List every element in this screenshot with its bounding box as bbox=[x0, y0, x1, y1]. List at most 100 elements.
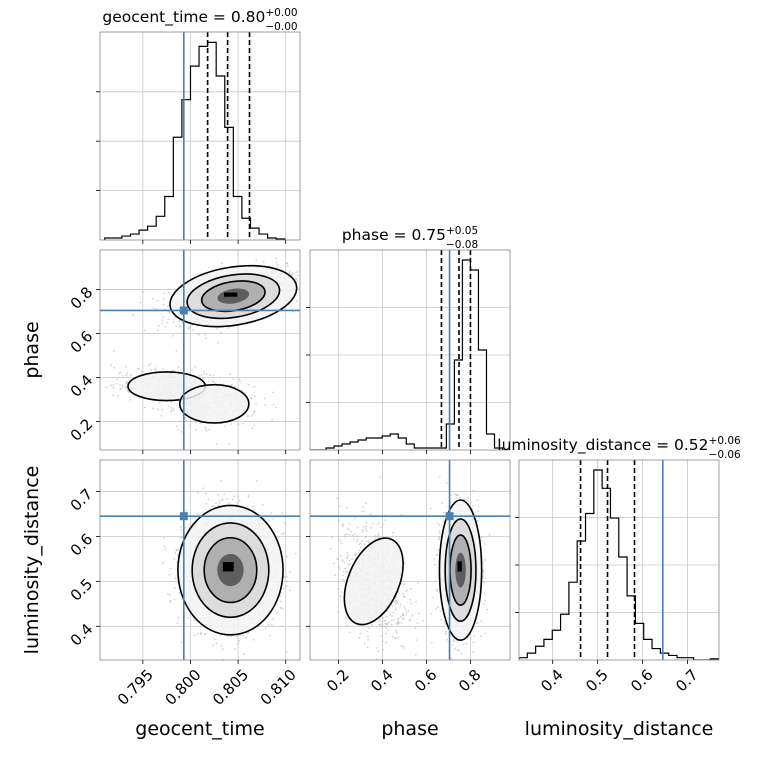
sample-point bbox=[112, 350, 115, 352]
sample-point bbox=[169, 594, 171, 596]
sample-point bbox=[245, 636, 247, 639]
sample-point bbox=[177, 428, 180, 431]
sample-point bbox=[288, 270, 291, 273]
sample-point bbox=[253, 509, 256, 512]
sample-point bbox=[205, 492, 207, 495]
sample-point bbox=[178, 592, 181, 594]
title-main: luminosity_distance = 0.52 bbox=[497, 436, 708, 455]
sample-point bbox=[305, 302, 307, 304]
sample-point bbox=[199, 422, 202, 425]
scatter-group bbox=[162, 480, 300, 662]
sample-point bbox=[274, 257, 277, 259]
sample-point bbox=[180, 536, 182, 539]
sample-point bbox=[256, 480, 258, 482]
sample-point bbox=[262, 261, 265, 263]
contour-line bbox=[186, 273, 281, 320]
sample-point bbox=[164, 325, 167, 328]
sample-point bbox=[217, 341, 219, 344]
sample-point bbox=[110, 384, 113, 387]
sample-point bbox=[208, 428, 211, 431]
sample-point bbox=[126, 390, 129, 392]
sample-point bbox=[112, 384, 115, 387]
sample-point bbox=[198, 333, 201, 336]
sample-point bbox=[198, 374, 200, 377]
sample-point bbox=[216, 327, 218, 330]
sample-point bbox=[283, 522, 286, 525]
sample-point bbox=[116, 378, 119, 381]
sample-point bbox=[225, 498, 228, 501]
sample-point bbox=[122, 386, 124, 389]
sample-point bbox=[279, 607, 282, 610]
sample-point bbox=[162, 297, 165, 300]
truth-marker bbox=[179, 306, 188, 315]
sample-point bbox=[167, 318, 170, 321]
sample-point bbox=[215, 642, 218, 645]
sample-point bbox=[269, 634, 272, 637]
sample-point bbox=[175, 549, 178, 551]
sample-point bbox=[110, 364, 113, 367]
sample-point bbox=[271, 418, 273, 421]
title-lower-error: −0.00 bbox=[265, 21, 297, 33]
sample-point bbox=[263, 397, 266, 400]
sample-point bbox=[158, 401, 161, 404]
title-main: geocent_time = 0.80 bbox=[102, 8, 265, 27]
sample-point bbox=[229, 373, 231, 376]
sample-point bbox=[173, 598, 176, 601]
sample-point bbox=[203, 373, 206, 375]
sample-point bbox=[237, 642, 240, 645]
sample-point bbox=[125, 374, 128, 377]
sample-point bbox=[221, 498, 224, 501]
sample-point bbox=[285, 575, 288, 578]
sample-point bbox=[167, 405, 170, 408]
sample-point bbox=[246, 415, 249, 417]
sample-point bbox=[238, 639, 241, 642]
sample-point bbox=[158, 324, 160, 327]
sample-point bbox=[234, 648, 236, 651]
sample-point bbox=[253, 395, 256, 398]
sample-point bbox=[296, 274, 299, 277]
sample-point bbox=[174, 551, 177, 554]
sample-point bbox=[187, 328, 190, 330]
sample-point bbox=[170, 409, 173, 412]
sample-point bbox=[220, 480, 223, 482]
sample-point bbox=[286, 585, 288, 587]
density-peak bbox=[224, 292, 238, 297]
sample-point bbox=[231, 660, 233, 662]
sample-point bbox=[200, 632, 203, 635]
sample-point bbox=[124, 385, 127, 388]
sample-point bbox=[162, 316, 164, 318]
sample-point bbox=[232, 378, 235, 380]
sample-point bbox=[282, 608, 284, 610]
sample-point bbox=[141, 370, 144, 373]
sample-point bbox=[170, 567, 173, 570]
sample-point bbox=[283, 531, 286, 534]
sample-point bbox=[130, 374, 132, 376]
sample-point bbox=[185, 509, 188, 512]
sample-point bbox=[196, 333, 198, 335]
sample-point bbox=[275, 261, 278, 264]
sample-point bbox=[167, 593, 169, 595]
sample-point bbox=[289, 589, 291, 592]
sample-point bbox=[223, 425, 226, 427]
sample-point bbox=[152, 307, 155, 310]
sample-point bbox=[161, 368, 164, 370]
sample-point bbox=[157, 329, 159, 332]
sample-point bbox=[306, 283, 308, 285]
sample-point bbox=[302, 286, 304, 288]
sample-point bbox=[197, 632, 199, 635]
sample-point bbox=[272, 517, 275, 520]
sample-point bbox=[143, 329, 146, 332]
sample-point bbox=[167, 291, 170, 294]
sample-point bbox=[282, 533, 285, 535]
sample-point bbox=[236, 501, 239, 504]
sample-point bbox=[285, 262, 288, 265]
sample-point bbox=[291, 272, 294, 275]
sample-point bbox=[189, 424, 192, 427]
sample-point bbox=[169, 601, 171, 603]
sample-point bbox=[172, 407, 175, 410]
sample-point bbox=[275, 612, 278, 614]
axes-frame bbox=[99, 249, 301, 451]
sample-point bbox=[117, 394, 119, 397]
sample-point bbox=[276, 266, 279, 269]
